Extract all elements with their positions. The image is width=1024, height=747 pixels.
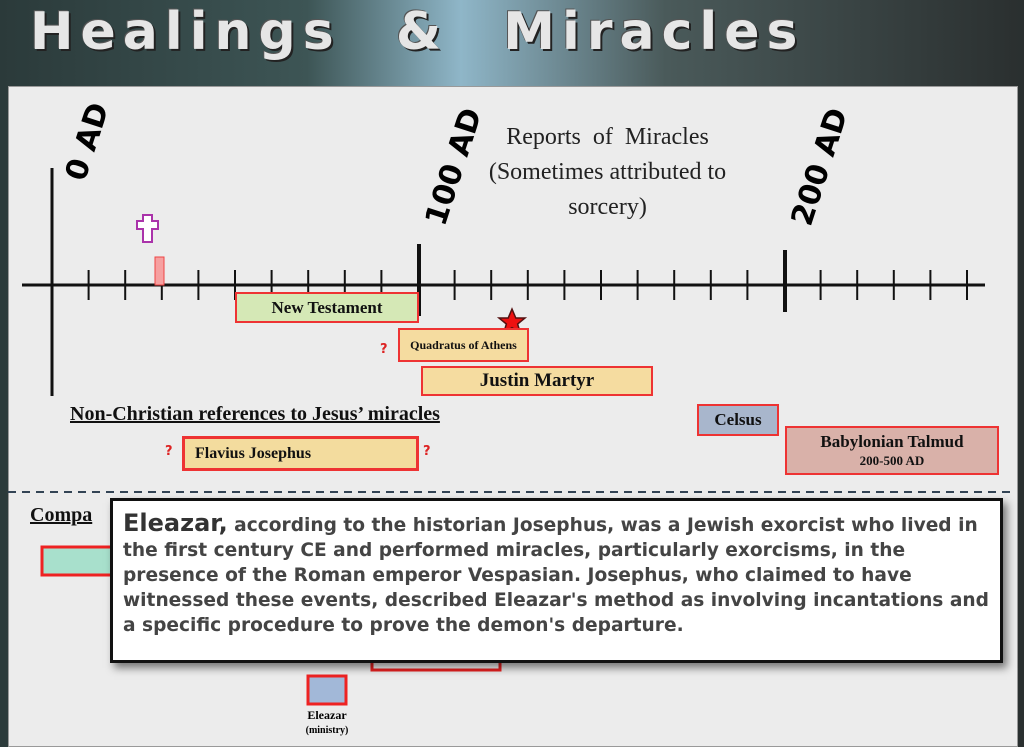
tooltip-term: Eleazar, — [123, 509, 228, 537]
tooltip-text: according to the historian Josephus, was… — [123, 515, 989, 636]
entry-dates: 200-500 AD — [859, 452, 925, 468]
entry: Babylonian Talmud 200-500 AD — [785, 426, 999, 475]
entry: Flavius Josephus — [182, 436, 419, 471]
eleazar-label: Eleazar (ministry) — [287, 708, 367, 738]
uncertain-mark: ? — [423, 444, 431, 459]
title: Healings & Miracles — [30, 2, 805, 62]
uncertain-mark: ? — [165, 444, 173, 459]
entry: Celsus — [697, 404, 779, 436]
heading-line: Reports of Miracles — [506, 124, 709, 150]
tooltip: Eleazar, according to the historian Jose… — [110, 498, 1003, 663]
entry: Quadratus of Athens — [398, 328, 529, 362]
entry: New Testament — [235, 292, 419, 323]
note: (ministry) — [305, 725, 349, 736]
label: Eleazar — [307, 708, 347, 722]
entry: Justin Martyr — [421, 366, 653, 396]
heading-line: (Sometimes attributed to — [488, 159, 727, 185]
heading-line: sorcery) — [568, 194, 647, 220]
uncertain-mark: ? — [380, 342, 388, 357]
section-heading: Non-Christian references to Jesus’ mirac… — [70, 403, 440, 425]
entry-label: Babylonian Talmud — [820, 431, 964, 451]
timeline-heading: Reports of Miracles (Sometimes attribute… — [440, 120, 775, 225]
section-heading: Compa — [30, 504, 93, 526]
